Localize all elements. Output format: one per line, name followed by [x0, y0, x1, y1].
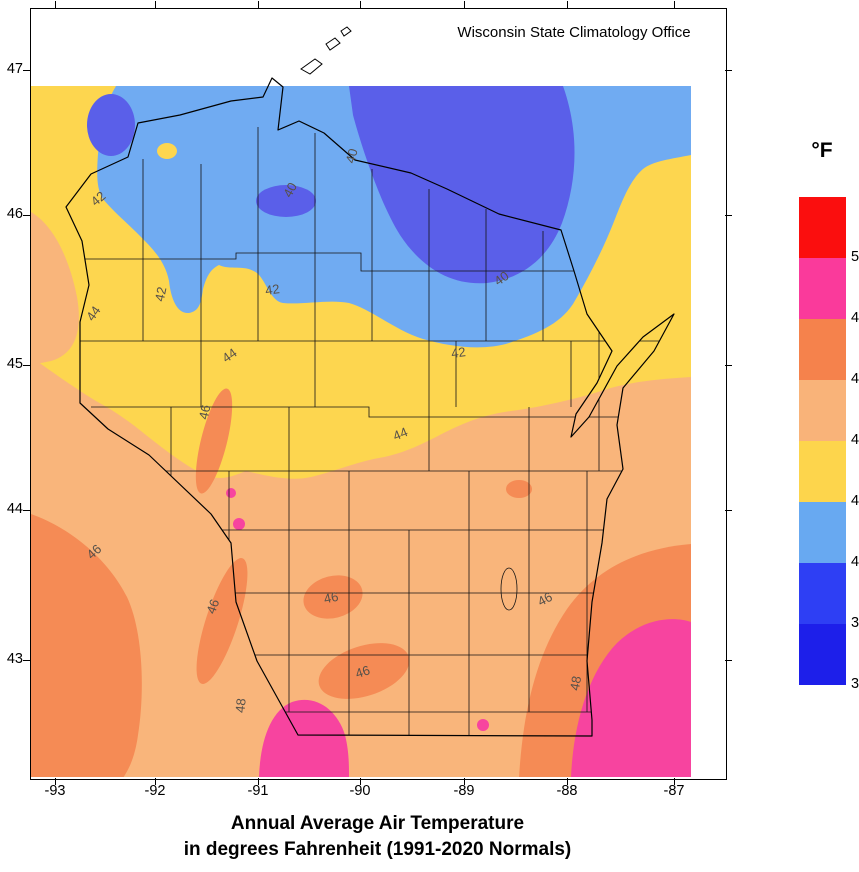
contour-label: 44 — [391, 424, 410, 443]
contour-label: 46 — [535, 589, 555, 609]
field-blob-46-48-south — [318, 643, 410, 699]
lake-winnebago-outline — [500, 567, 518, 611]
source-credit: Wisconsin State Climatology Office — [428, 24, 720, 41]
legend-band-40-42 — [799, 502, 846, 563]
field-pink-48-50-southeast — [571, 619, 691, 777]
contour-label: 44 — [219, 345, 239, 366]
apostle-island-outline — [340, 26, 352, 37]
field-pink-dot — [477, 719, 489, 731]
x-axis-tick-top — [155, 1, 156, 8]
y-axis-tick — [23, 660, 30, 661]
field-blob-38-40-nw — [87, 94, 135, 156]
wisconsin-temperature-map: 42 42 44 40 40 42 44 42 40 44 46 46 46 4… — [31, 26, 692, 777]
contour-label: 46 — [203, 597, 222, 616]
contour-label: 46 — [196, 403, 214, 420]
field-streak-46-48-west — [195, 388, 233, 494]
y-tick-label: 45 — [6, 356, 23, 372]
apostle-island-outline — [300, 58, 323, 75]
field-sw-band-46-48 — [31, 514, 142, 777]
x-tick-label: -89 — [453, 783, 475, 799]
figure-title-line2: in degrees Fahrenheit (1991-2020 Normals… — [183, 839, 572, 860]
x-axis-tick — [360, 778, 361, 785]
y-axis-tick — [23, 510, 30, 511]
x-axis-tick — [464, 778, 465, 785]
legend-band-42-44 — [799, 441, 846, 502]
contour-label: 40 — [280, 180, 300, 200]
y-axis-tick-right — [725, 365, 732, 366]
apostle-island-outline — [325, 37, 341, 51]
y-axis-tick-right — [725, 660, 732, 661]
contour-label: 42 — [264, 281, 280, 298]
y-tick-label: 46 — [6, 206, 23, 222]
x-axis-tick — [155, 778, 156, 785]
legend-tick-label: 50 — [851, 249, 859, 265]
x-tick-label: -87 — [663, 783, 685, 799]
y-tick-label: 44 — [6, 501, 23, 517]
wisconsin-state-outline — [65, 77, 675, 737]
contour-label: 42 — [450, 344, 466, 361]
legend-band-44-46 — [799, 380, 846, 441]
x-axis-tick-top — [258, 1, 259, 8]
temperature-field — [31, 86, 692, 777]
legend-band-36-38 — [799, 624, 846, 685]
field-pink-dot — [233, 518, 245, 530]
y-axis-tick-right — [725, 215, 732, 216]
legend-tick-label: 36 — [851, 676, 859, 692]
contour-label: 46 — [322, 589, 339, 607]
x-axis-tick-top — [360, 1, 361, 8]
x-tick-label: -93 — [44, 783, 66, 799]
contour-label: 40 — [343, 147, 361, 165]
legend-tick-label: 38 — [851, 615, 859, 631]
x-axis-tick — [55, 778, 56, 785]
field-spot-42-44 — [157, 143, 177, 159]
contour-label: 48 — [567, 675, 584, 692]
field-band-38-40 — [349, 86, 575, 284]
y-tick-label: 43 — [6, 651, 23, 667]
x-tick-label: -91 — [247, 783, 269, 799]
legend-tick-label: 46 — [851, 371, 859, 387]
x-axis-tick-top — [567, 1, 568, 8]
contour-label: 48 — [232, 698, 248, 714]
figure-title-line1: Annual Average Air Temperature — [230, 813, 525, 834]
field-blob-46-48-central — [303, 575, 363, 619]
x-axis-tick — [567, 778, 568, 785]
contour-label: 42 — [152, 285, 170, 302]
y-axis-tick — [23, 215, 30, 216]
x-axis-tick — [674, 778, 675, 785]
field-pink-48-50-southcenter — [259, 699, 349, 777]
legend-band-50-plus — [799, 197, 846, 258]
contour-label: 44 — [83, 303, 104, 323]
y-axis-tick-right — [725, 70, 732, 71]
contour-label: 40 — [491, 268, 511, 289]
legend-color-bar — [799, 197, 846, 685]
legend-tick-label: 42 — [851, 493, 859, 509]
contour-label: 46 — [353, 662, 371, 681]
x-tick-label: -90 — [349, 783, 371, 799]
figure-title: Annual Average Air Temperature in degree… — [30, 811, 725, 863]
y-tick-label: 47 — [6, 61, 23, 77]
x-axis-tick-top — [674, 1, 675, 8]
field-blob-38-40-north — [256, 185, 316, 217]
y-axis-tick — [23, 70, 30, 71]
legend-band-38-40 — [799, 563, 846, 624]
y-axis-tick-right — [725, 510, 732, 511]
x-axis-tick-top — [55, 1, 56, 8]
x-axis-tick — [258, 778, 259, 785]
legend-band-48-50 — [799, 258, 846, 319]
x-tick-label: -88 — [556, 783, 578, 799]
legend-tick-label: 48 — [851, 310, 859, 326]
y-axis-tick — [23, 365, 30, 366]
legend-tick-label: 40 — [851, 554, 859, 570]
field-spot-46-48-center — [506, 480, 532, 498]
legend-tick-label: 44 — [851, 432, 859, 448]
legend-unit-label: °F — [811, 139, 833, 162]
field-pink-dot — [226, 488, 236, 498]
x-tick-label: -92 — [144, 783, 166, 799]
field-west-band-44-46 — [31, 212, 79, 365]
legend-band-46-48 — [799, 319, 846, 380]
plot-frame: 42 42 44 40 40 42 44 42 40 44 46 46 46 4… — [30, 8, 727, 780]
contour-labels: 42 42 44 40 40 42 44 42 40 44 46 46 46 4… — [83, 147, 584, 714]
x-axis-tick-top — [464, 1, 465, 8]
